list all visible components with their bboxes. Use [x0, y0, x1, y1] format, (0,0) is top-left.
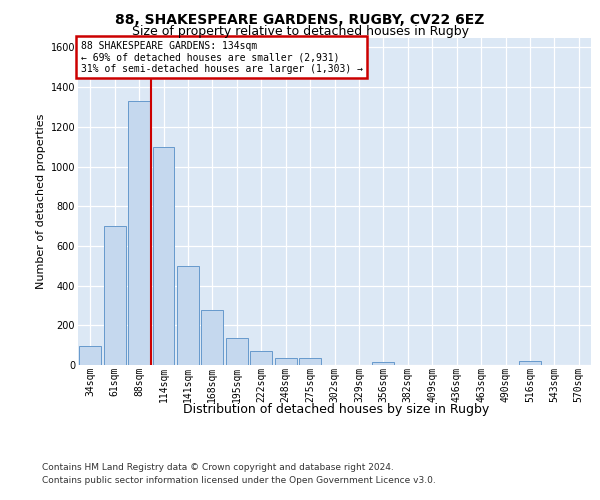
Text: Contains HM Land Registry data © Crown copyright and database right 2024.: Contains HM Land Registry data © Crown c… [42, 464, 394, 472]
Text: 88, SHAKESPEARE GARDENS, RUGBY, CV22 6EZ: 88, SHAKESPEARE GARDENS, RUGBY, CV22 6EZ [115, 12, 485, 26]
Bar [373, 362, 394, 365]
Bar [79, 346, 101, 365]
Text: Distribution of detached houses by size in Rugby: Distribution of detached houses by size … [183, 402, 489, 415]
Text: Contains public sector information licensed under the Open Government Licence v3: Contains public sector information licen… [42, 476, 436, 485]
Bar [128, 101, 150, 365]
Bar [104, 226, 125, 365]
Y-axis label: Number of detached properties: Number of detached properties [37, 114, 46, 289]
Bar [202, 310, 223, 365]
Bar [519, 361, 541, 365]
Bar [299, 358, 321, 365]
Text: Size of property relative to detached houses in Rugby: Size of property relative to detached ho… [131, 25, 469, 38]
Bar [177, 266, 199, 365]
Text: 88 SHAKESPEARE GARDENS: 134sqm
← 69% of detached houses are smaller (2,931)
31% : 88 SHAKESPEARE GARDENS: 134sqm ← 69% of … [80, 41, 362, 74]
Bar [226, 338, 248, 365]
Bar [152, 146, 175, 365]
Bar [250, 350, 272, 365]
Bar [275, 358, 296, 365]
